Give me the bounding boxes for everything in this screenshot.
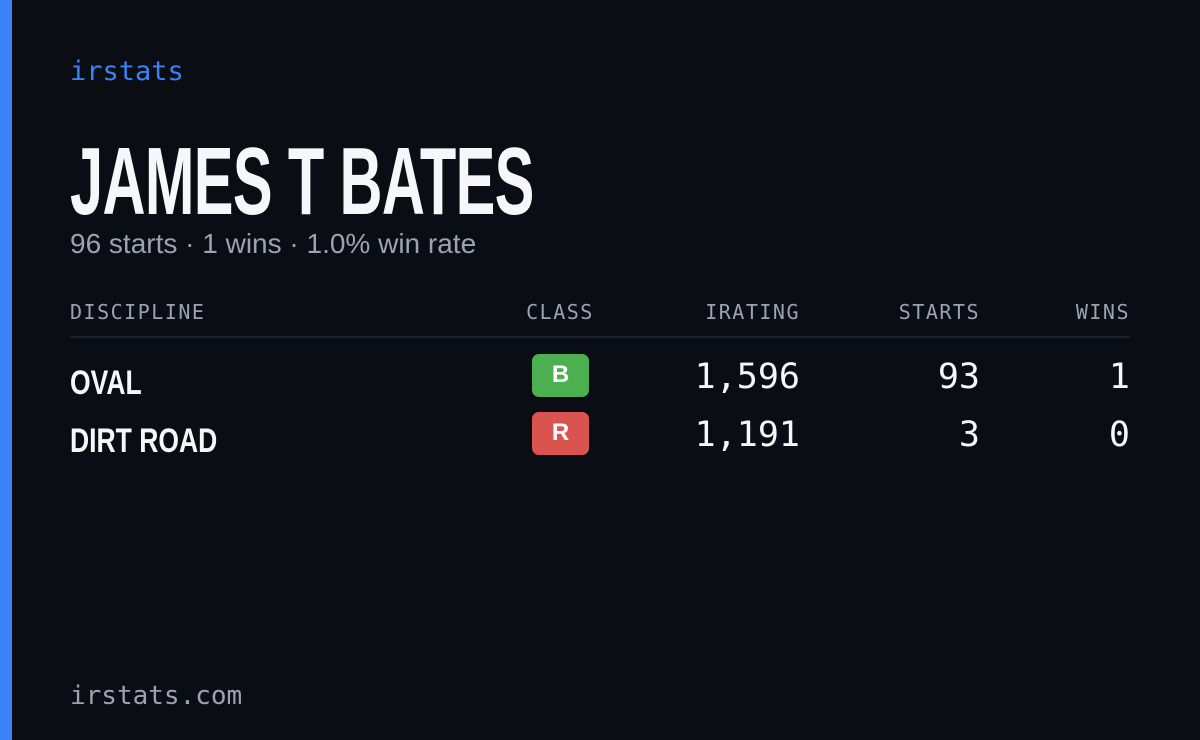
class-badge: R <box>532 412 589 455</box>
header: IRATING <box>705 300 800 324</box>
header: STARTS <box>898 300 980 324</box>
class-badge: B <box>532 354 589 397</box>
accent-bar <box>0 0 12 740</box>
footer: irstats.com <box>70 681 243 711</box>
header: DISCIPLINE <box>70 300 206 324</box>
irating: 1,596 <box>694 357 800 397</box>
brand: irstats <box>70 56 184 87</box>
header: CLASS <box>526 300 594 324</box>
irating: 1,191 <box>694 415 800 455</box>
discipline: OVAL <box>70 364 142 402</box>
discipline: DIRT ROAD <box>70 422 218 460</box>
wins: 0 <box>1108 415 1130 455</box>
starts: 93 <box>937 357 980 397</box>
driver-name: JAMES T BATES <box>70 128 534 235</box>
wins: 1 <box>1108 357 1130 397</box>
divider <box>70 336 1130 338</box>
starts: 3 <box>958 415 980 455</box>
driver-summary: 96 starts · 1 wins · 1.0% win rate <box>70 228 477 259</box>
header: WINS <box>1075 300 1130 324</box>
